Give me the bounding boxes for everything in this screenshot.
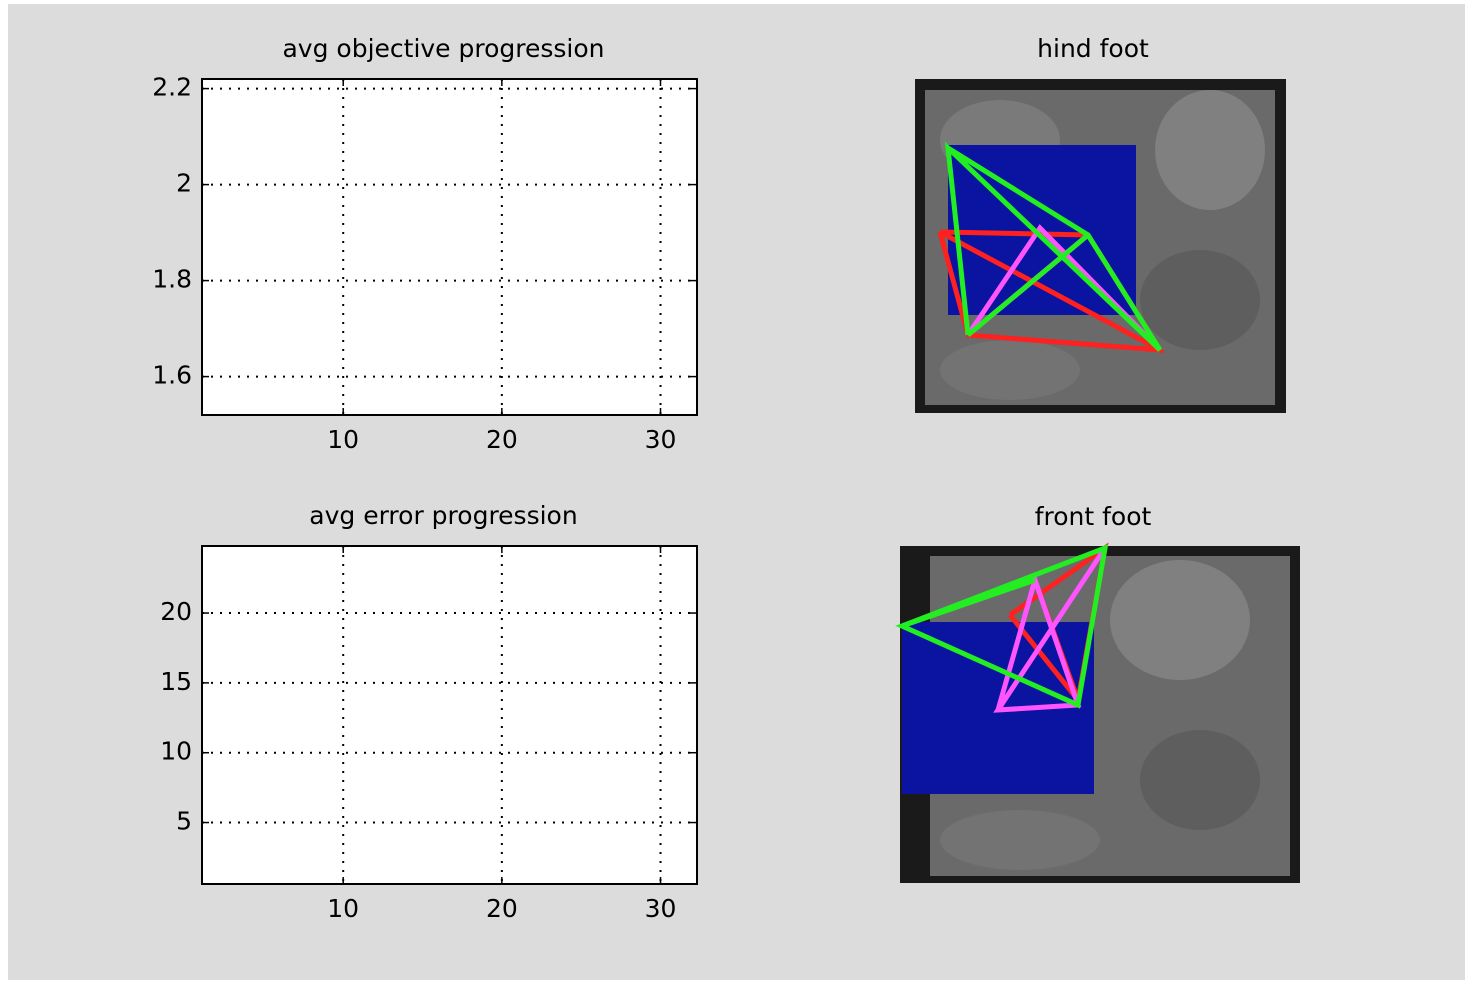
plot-area [202, 79, 697, 415]
page: {"chart_data": [ {"type": "line", "title… [0, 0, 1473, 984]
figure: hind foot front foot 1.6 1.8 2 2.2 10 20 30 avg… [0, 0, 1473, 984]
image-title: front foot [1035, 502, 1152, 531]
image-title: hind foot [1037, 34, 1149, 63]
y-tick-label: 5 [176, 807, 192, 836]
plot-area [202, 546, 697, 884]
y-tick-label: 1.6 [152, 361, 192, 390]
x-tick-label: 20 [486, 894, 518, 923]
x-tick-label: 10 [327, 894, 359, 923]
y-tick-label: 1.8 [152, 265, 192, 294]
chart-title: avg error progression [309, 501, 577, 530]
x-tick-label: 20 [486, 425, 518, 454]
y-tick-label: 2 [176, 169, 192, 198]
x-tick-label: 30 [645, 894, 677, 923]
x-tick-label: 10 [327, 425, 359, 454]
chart-title: avg objective progression [282, 34, 604, 63]
y-tick-label: 10 [160, 737, 192, 766]
y-tick-label: 2.2 [152, 73, 192, 102]
y-tick-label: 15 [160, 667, 192, 696]
hind-foot-image [915, 79, 1286, 413]
front-foot-image [900, 546, 1300, 883]
y-tick-label: 20 [160, 597, 192, 626]
x-tick-label: 30 [645, 425, 677, 454]
